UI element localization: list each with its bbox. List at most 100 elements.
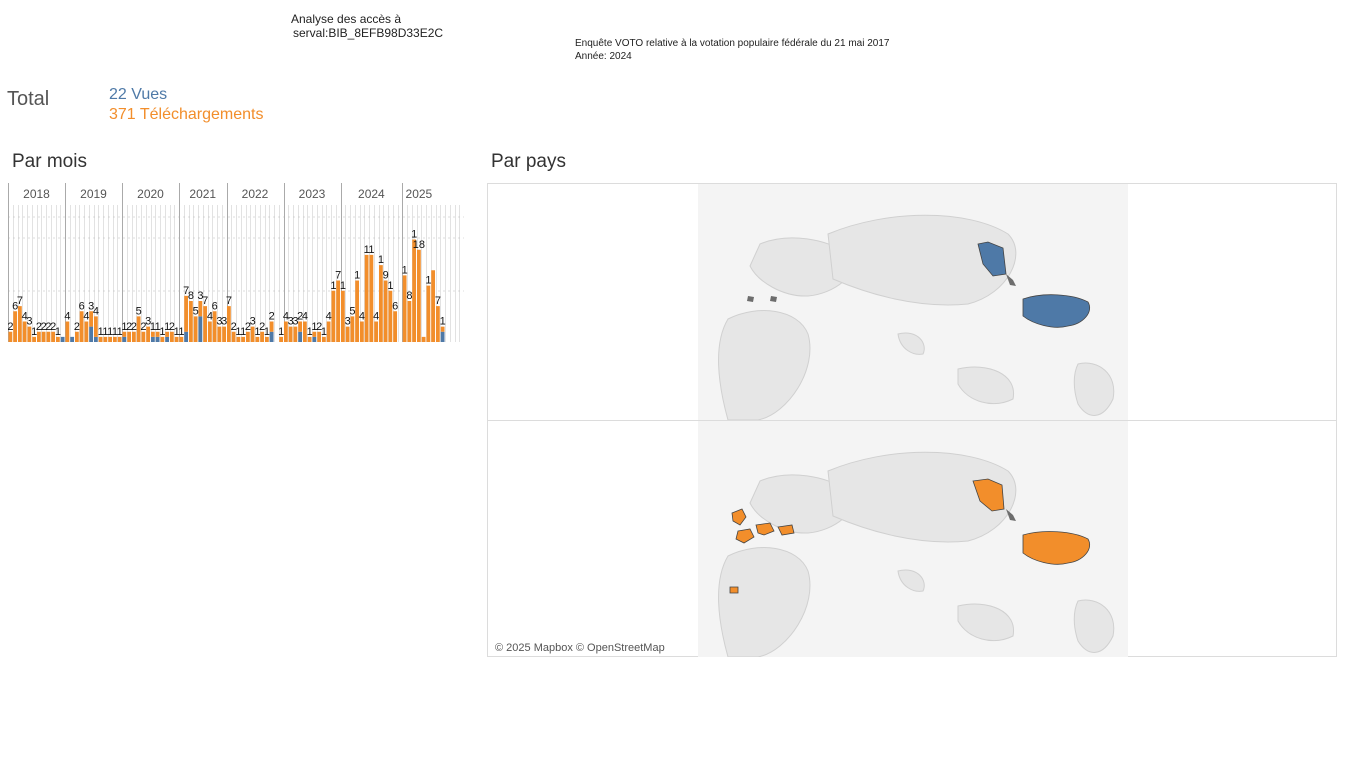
bar-data-label: 2	[126, 321, 132, 333]
spain-downloads[interactable]	[735, 528, 755, 544]
bar-data-label: 8	[188, 290, 194, 302]
views-world-map[interactable]	[488, 184, 1336, 420]
bar-data-label: 4	[93, 305, 99, 317]
views-bar	[89, 326, 94, 342]
central-europe-downloads[interactable]	[755, 522, 775, 536]
bar-data-label: 3	[216, 316, 222, 328]
uk-downloads[interactable]	[731, 508, 747, 526]
australia-land	[957, 603, 1014, 642]
bar-data-label: 3	[26, 316, 32, 328]
downloads-bar	[293, 326, 298, 342]
downloads-bar	[127, 331, 132, 342]
downloads-bar	[279, 336, 284, 342]
bar-data-label: 1	[98, 326, 104, 338]
year-tick-label: 2018	[23, 187, 50, 201]
year-tick-label: 2025	[406, 187, 433, 201]
downloads-bar	[435, 306, 440, 342]
bar-data-label: 4	[326, 311, 332, 323]
bar-data-label: 1	[55, 326, 61, 338]
downloads-bar	[378, 265, 383, 342]
downloads-bar	[236, 336, 241, 342]
bar-data-label: 1	[378, 254, 384, 266]
usa-downloads[interactable]	[1022, 531, 1090, 565]
west-africa-downloads[interactable]	[729, 586, 739, 594]
bar-data-label: 1	[117, 326, 123, 338]
downloads-bar	[46, 331, 51, 342]
year-tick-label: 2021	[189, 187, 216, 201]
downloads-bar	[440, 326, 445, 332]
downloads-bar	[169, 331, 174, 342]
views-bar	[60, 336, 65, 342]
bar-data-label: 4	[283, 311, 289, 323]
bar-data-label: 2	[140, 321, 146, 333]
bar-data-label: 1	[31, 326, 37, 338]
alaska-downloads[interactable]	[972, 478, 1005, 512]
bar-data-label: 7	[183, 285, 189, 297]
downloads-bar	[117, 336, 122, 342]
downloads-bar	[317, 331, 322, 342]
bar-data-label: 1	[240, 326, 246, 338]
downloads-bar	[155, 331, 160, 337]
downloads-bar	[226, 306, 231, 342]
survey-year: Année: 2024	[575, 51, 632, 62]
downloads-bar	[179, 336, 184, 342]
downloads-bar	[93, 316, 98, 337]
eastern-europe-downloads[interactable]	[777, 524, 795, 536]
usa-views[interactable]	[1022, 294, 1090, 328]
downloads-bar	[336, 280, 341, 342]
downloads-bar	[255, 336, 260, 342]
downloads-bar	[407, 301, 412, 342]
bar-data-label: 6	[212, 300, 218, 312]
bar-data-label: 1	[121, 321, 127, 333]
month-section-title: Par mois	[12, 151, 87, 172]
downloads-bar	[160, 336, 165, 342]
downloads-bar	[298, 321, 303, 332]
year-tick-label: 2020	[137, 187, 164, 201]
downloads-bar	[426, 285, 431, 342]
views-bar	[155, 336, 160, 342]
downloads-bar	[331, 290, 336, 342]
bar-data-label: 5	[136, 305, 142, 317]
downloads-bar	[307, 336, 312, 342]
bar-data-label: 4	[83, 311, 89, 323]
downloads-bar	[108, 336, 113, 342]
downloads-bar	[421, 336, 426, 342]
downloads-bar	[245, 331, 250, 342]
bar-data-label: 1	[278, 326, 284, 338]
bar-data-label: 1	[364, 244, 370, 256]
downloads-bar	[264, 336, 269, 342]
bar-data-label: 1	[330, 280, 336, 292]
monthly-bar-chart[interactable]: 2018 2019 2020 2021 2022 2023 2024 2025 2 6 7 4 3 1 2 2…	[7, 183, 465, 350]
downloads-bar	[288, 326, 293, 342]
bar-data-label: 1	[112, 326, 118, 338]
views-bar	[70, 336, 75, 342]
views-bar	[312, 336, 317, 342]
bar-data-label: 1	[402, 264, 408, 276]
views-bar	[165, 336, 170, 342]
downloads-bar	[22, 321, 27, 342]
downloads-bar	[65, 321, 70, 342]
bar-data-label: 1	[368, 244, 374, 256]
bar-data-label: 1	[164, 321, 170, 333]
bar-data-label: 1	[107, 326, 113, 338]
downloads-bar	[321, 336, 326, 342]
downloads-bar	[231, 331, 236, 342]
downloads-world-map[interactable]: © 2025 Mapbox © OpenStreetMap	[488, 421, 1336, 657]
downloads-bar	[412, 239, 417, 342]
downloads-bar	[193, 316, 198, 342]
south-america-land	[1073, 599, 1115, 653]
bar-data-label: 7	[226, 295, 232, 307]
downloads-bar	[222, 326, 227, 342]
bar-data-label: 1	[155, 321, 161, 333]
downloads-bar	[431, 270, 436, 342]
bar-data-label: 2	[169, 321, 175, 333]
bar-data-label: 1	[235, 326, 241, 338]
country-map-panel[interactable]: © 2025 Mapbox © OpenStreetMap	[487, 183, 1337, 657]
bar-data-label: 3	[345, 316, 351, 328]
downloads-bar	[326, 321, 331, 342]
downloads-bar	[98, 336, 103, 342]
bar-data-label: 3	[292, 316, 298, 328]
bar-data-label: 4	[207, 311, 213, 323]
year-tick-label: 2019	[80, 187, 107, 201]
bar-data-label: 7	[17, 295, 23, 307]
